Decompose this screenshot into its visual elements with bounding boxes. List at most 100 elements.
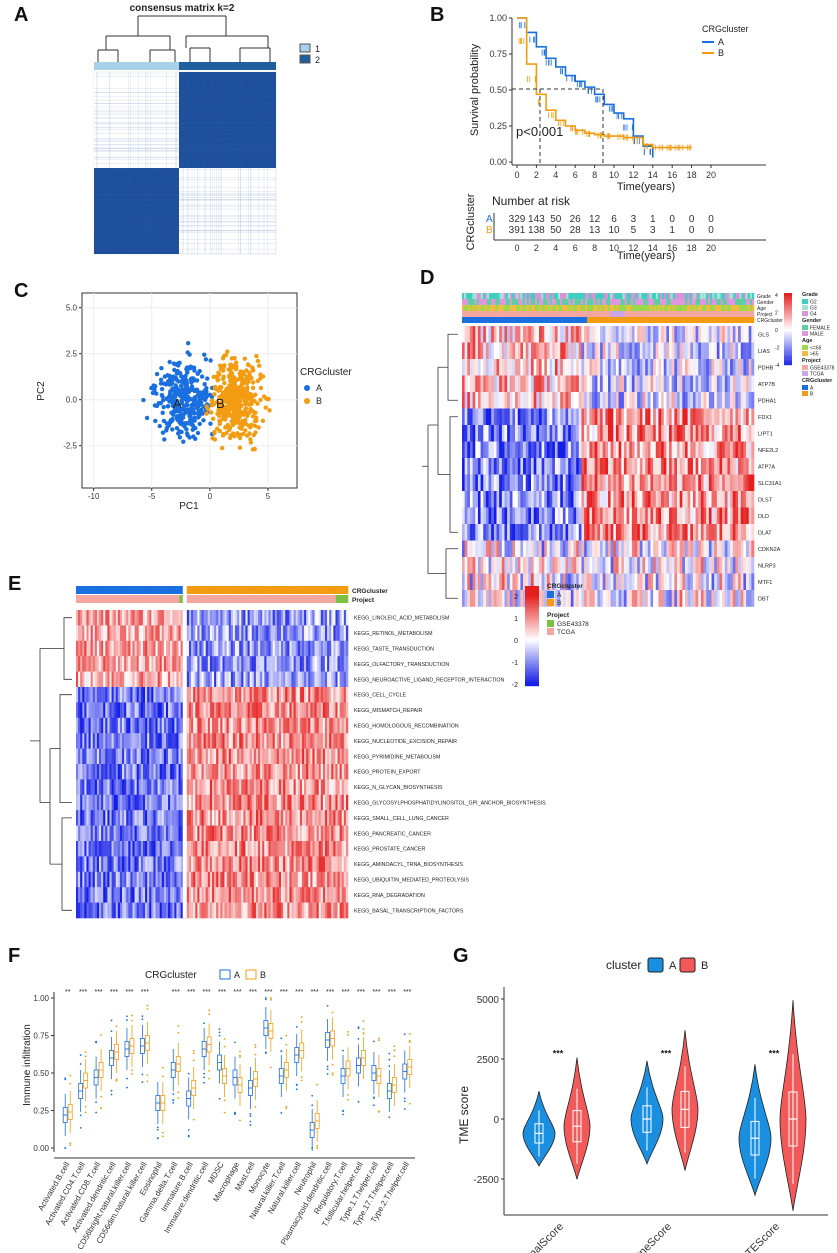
heatmap-cell <box>684 342 688 360</box>
kegg-project-cell <box>158 595 161 603</box>
kegg-project-cell <box>190 595 192 603</box>
kegg-heatmap-cell <box>188 625 192 642</box>
heatmap-cell <box>562 491 566 508</box>
kegg-heatmap-cell <box>176 640 179 657</box>
kegg-heatmap-cell <box>161 687 165 703</box>
heatmap-cell <box>565 359 569 376</box>
annotation-cell <box>599 299 603 305</box>
heatmap-cell <box>597 392 601 409</box>
heatmap-cell <box>573 359 577 376</box>
heatmap-cell <box>634 441 638 459</box>
heatmap-cell <box>738 359 742 376</box>
risk-group-a: A <box>486 214 493 225</box>
heatmap-cell <box>684 458 688 475</box>
heatmap-cell <box>597 524 601 541</box>
heatmap-cell <box>650 408 654 426</box>
heatmap-cell <box>507 375 511 393</box>
heatmap-cell <box>631 458 635 475</box>
heatmap-cell <box>488 441 492 459</box>
kegg-cluster-cell <box>108 586 111 594</box>
annotation-cell <box>482 293 486 299</box>
kegg-heatmap-cell <box>149 702 152 719</box>
pca-point-a <box>180 378 185 383</box>
kegg-project-cell <box>149 595 152 603</box>
heatmap-cell <box>732 375 736 393</box>
kegg-heatmap-cell <box>76 610 79 626</box>
kegg-heatmap-cell <box>316 687 320 703</box>
heatmap-cell <box>684 507 688 525</box>
heatmap-cell <box>578 408 582 426</box>
heatmap-cell <box>653 474 657 492</box>
kegg-heatmap-cell <box>295 687 299 703</box>
heatmap-cell <box>554 491 558 508</box>
kegg-heatmap-cell <box>327 687 330 703</box>
kegg-heatmap-cell <box>197 610 200 626</box>
kegg-heatmap-cell <box>99 610 102 626</box>
heatmap-cell <box>480 425 484 442</box>
heatmap-cell <box>605 359 609 376</box>
heatmap-cell <box>743 326 747 343</box>
kegg-project-cell <box>314 595 316 603</box>
heatmap-cell <box>544 474 548 492</box>
kegg-heatmap-cell <box>174 610 177 626</box>
kegg-heatmap-cell <box>113 610 117 626</box>
annotation-cell <box>470 299 473 305</box>
annotation-cell <box>662 311 665 317</box>
pca-point-b <box>249 422 254 427</box>
heatmap-cell <box>608 425 611 442</box>
heatmap-cell <box>608 458 611 475</box>
kegg-cluster-cell <box>236 586 239 594</box>
kegg-heatmap-cell <box>304 640 307 657</box>
kegg-heatmap-cell <box>201 610 204 626</box>
survival-ylabel: Survival probability <box>469 43 481 136</box>
annotation-cell <box>566 311 569 317</box>
heatmap-cell <box>629 392 633 409</box>
legend-swatch-1 <box>299 43 311 53</box>
pca-point-a <box>186 341 191 346</box>
heatmap-cell <box>732 326 736 343</box>
kegg-project-cell <box>179 595 182 603</box>
risk-value: 0 <box>669 214 675 225</box>
kegg-heatmap-cell <box>258 640 261 657</box>
heatmap-cell <box>517 375 521 393</box>
heatmap-cell <box>538 507 542 525</box>
kegg-project-cell <box>99 595 101 603</box>
kegg-heatmap-cell <box>145 656 148 672</box>
heatmap-cell <box>464 375 468 393</box>
annotation-cell <box>635 299 638 305</box>
annotation-cell <box>668 293 671 299</box>
scale-step <box>784 352 792 355</box>
heatmap-cell <box>584 557 588 574</box>
kegg-heatmap-cell <box>126 687 129 703</box>
legend-group-title: CRGcluster <box>802 378 833 384</box>
heatmap-cell <box>700 408 704 426</box>
heatmap-cell <box>732 507 736 525</box>
heatmap-cell <box>491 474 495 492</box>
annotation-cell <box>635 311 638 317</box>
kegg-heatmap-cell <box>115 610 119 626</box>
kegg-heatmap-cell <box>287 640 290 657</box>
kegg-heatmap-cell <box>163 610 167 626</box>
heatmap-cell <box>711 441 715 459</box>
annotation-cell <box>751 311 755 317</box>
heatmap-cell <box>602 540 606 558</box>
kegg-heatmap-cell <box>266 687 269 703</box>
heatmap-cell <box>565 540 569 558</box>
kegg-project-cell <box>205 595 207 603</box>
heatmap-cell <box>738 408 742 426</box>
kegg-project-cell <box>175 595 177 603</box>
heatmap-cell <box>581 491 585 508</box>
annotation-cell <box>737 293 740 299</box>
annotation-cell <box>678 299 682 305</box>
heatmap-cell <box>623 392 627 409</box>
kegg-cluster-cell <box>312 586 315 594</box>
heatmap-cell <box>690 573 694 591</box>
kegg-heatmap-cell <box>297 656 301 672</box>
annotation-cell <box>491 293 494 299</box>
heatmap-cell <box>623 441 627 459</box>
heatmap-cell <box>546 557 550 574</box>
heatmap-cell <box>743 392 747 409</box>
pca-legend-dot-a <box>304 385 310 391</box>
kegg-heatmap-cell <box>174 687 177 703</box>
heatmap-cell <box>477 425 481 442</box>
